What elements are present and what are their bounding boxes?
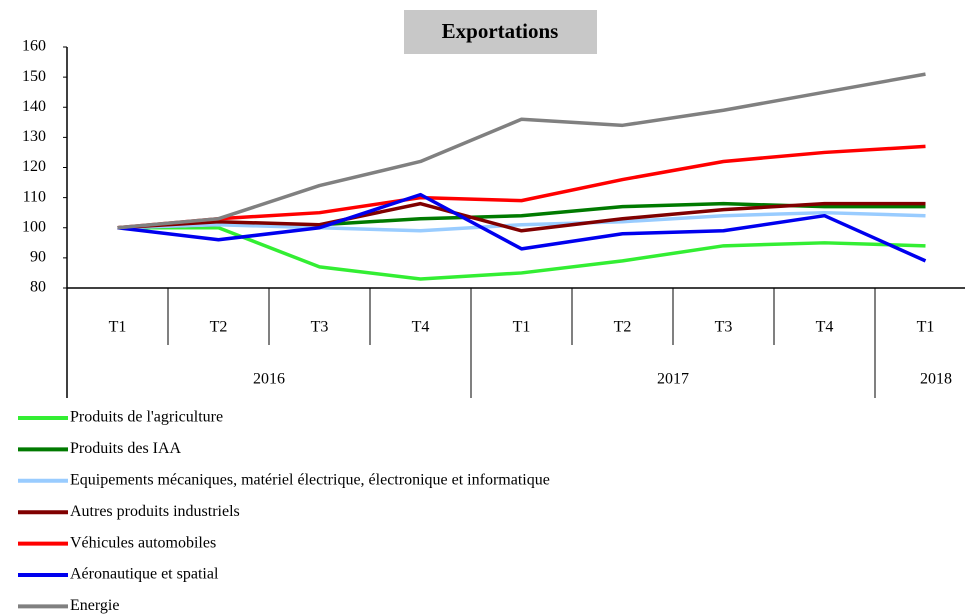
series-line — [117, 144, 926, 230]
legend-label: Autres produits industriels — [70, 503, 240, 520]
y-tick-label: 90 — [30, 249, 46, 266]
y-tick-label: 130 — [22, 128, 46, 145]
legend-label: Aéronautique et spatial — [70, 566, 219, 583]
x-tick-label: T3 — [715, 319, 733, 336]
series-line — [117, 72, 926, 230]
legend-label: Produits des IAA — [70, 440, 182, 457]
x-tick-label: T1 — [917, 319, 935, 336]
y-tick-label: 160 — [22, 38, 46, 55]
legend-label: Produits de l'agriculture — [70, 409, 223, 426]
x-tick-label: T3 — [311, 319, 329, 336]
x-tick-label: T4 — [412, 319, 430, 336]
group-label: 2018 — [920, 371, 952, 388]
y-tick-label: 140 — [22, 98, 46, 115]
chart-title: Exportations — [442, 19, 559, 43]
y-tick-label: 80 — [30, 279, 46, 296]
series-line — [117, 210, 926, 233]
group-label: 2016 — [253, 371, 285, 388]
x-tick-label: T1 — [513, 319, 531, 336]
y-tick-label: 110 — [23, 188, 46, 205]
x-tick-label: T1 — [109, 319, 127, 336]
y-tick-label: 100 — [22, 218, 46, 235]
legend-label: Véhicules automobiles — [70, 534, 216, 551]
group-label: 2017 — [657, 371, 689, 388]
y-tick-label: 150 — [22, 68, 46, 85]
title-box — [404, 10, 597, 54]
legend-label: Energie — [70, 597, 119, 614]
series-line — [117, 226, 926, 281]
y-tick-label: 120 — [22, 158, 46, 175]
x-tick-label: T2 — [614, 319, 632, 336]
series-line — [117, 192, 927, 263]
legend-label: Equipements mécaniques, matériel électri… — [70, 471, 550, 488]
x-tick-label: T2 — [210, 319, 228, 336]
series-line — [117, 201, 926, 233]
x-tick-label: T4 — [816, 319, 834, 336]
